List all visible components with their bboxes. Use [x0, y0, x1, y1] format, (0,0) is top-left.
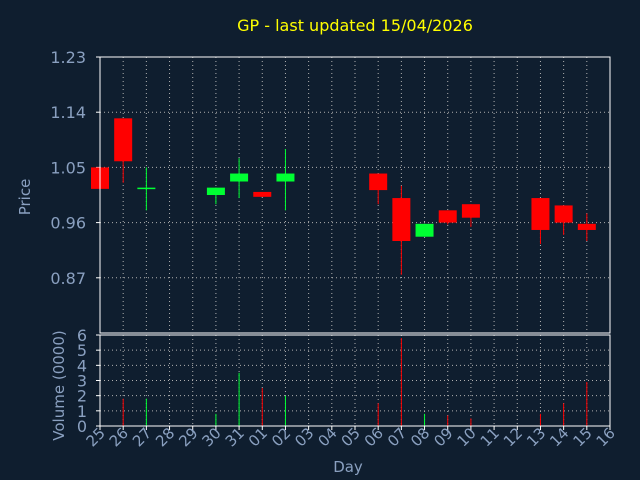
candle-body	[531, 198, 550, 230]
volume-y-tick-label: 4	[77, 356, 87, 375]
volume-y-tick-label: 1	[77, 402, 87, 421]
candle	[206, 187, 225, 205]
volume-y-tick-label: 6	[77, 326, 87, 345]
candle	[276, 149, 295, 211]
candle	[438, 210, 457, 225]
volume-y-tick-label: 0	[77, 417, 87, 436]
candle	[554, 205, 573, 235]
volume-y-tick-label: 5	[77, 341, 87, 360]
candle	[461, 204, 480, 227]
candle-body	[392, 198, 411, 241]
volume-axis-label: Volume (0000)	[50, 330, 68, 440]
x-axis-label: Day	[333, 458, 363, 476]
candle-body	[276, 173, 295, 182]
price-y-tick-label: 0.87	[50, 269, 86, 288]
candle	[137, 167, 156, 211]
candle-body	[438, 210, 457, 223]
candle-body	[230, 173, 249, 182]
price-panel: 1.23 1.14 1.05 0.96 0.87	[50, 48, 611, 334]
candle-body	[554, 205, 573, 223]
candle-body	[461, 204, 480, 218]
candle-body	[114, 118, 133, 162]
price-y-tick-label: 1.14	[50, 103, 86, 122]
candle-body	[577, 223, 596, 230]
candle-body	[369, 173, 388, 191]
candle	[253, 191, 272, 197]
volume-y-tick-label: 2	[77, 387, 87, 406]
candle-body	[206, 187, 225, 195]
chart-title: GP - last updated 15/04/2026	[237, 16, 473, 35]
volume-y-tick-label: 3	[77, 372, 87, 391]
candle	[531, 198, 550, 245]
candle	[230, 158, 249, 199]
price-y-tick-label: 1.23	[50, 48, 86, 67]
candle	[415, 223, 434, 237]
price-axis-label: Price	[16, 179, 34, 216]
price-y-tick-label: 0.96	[50, 214, 86, 233]
price-plot-frame	[99, 56, 611, 334]
candle	[369, 173, 388, 205]
candle	[392, 185, 411, 275]
candle-body	[253, 191, 272, 197]
candle	[577, 213, 596, 241]
candle	[114, 118, 133, 183]
x-tick-labels: 2526272829303101020304050607080910111213…	[83, 424, 619, 450]
x-tick-label: 16	[593, 424, 619, 450]
candle-body	[137, 187, 156, 190]
price-y-tick-label: 1.05	[50, 158, 86, 177]
candle-body	[415, 223, 434, 237]
